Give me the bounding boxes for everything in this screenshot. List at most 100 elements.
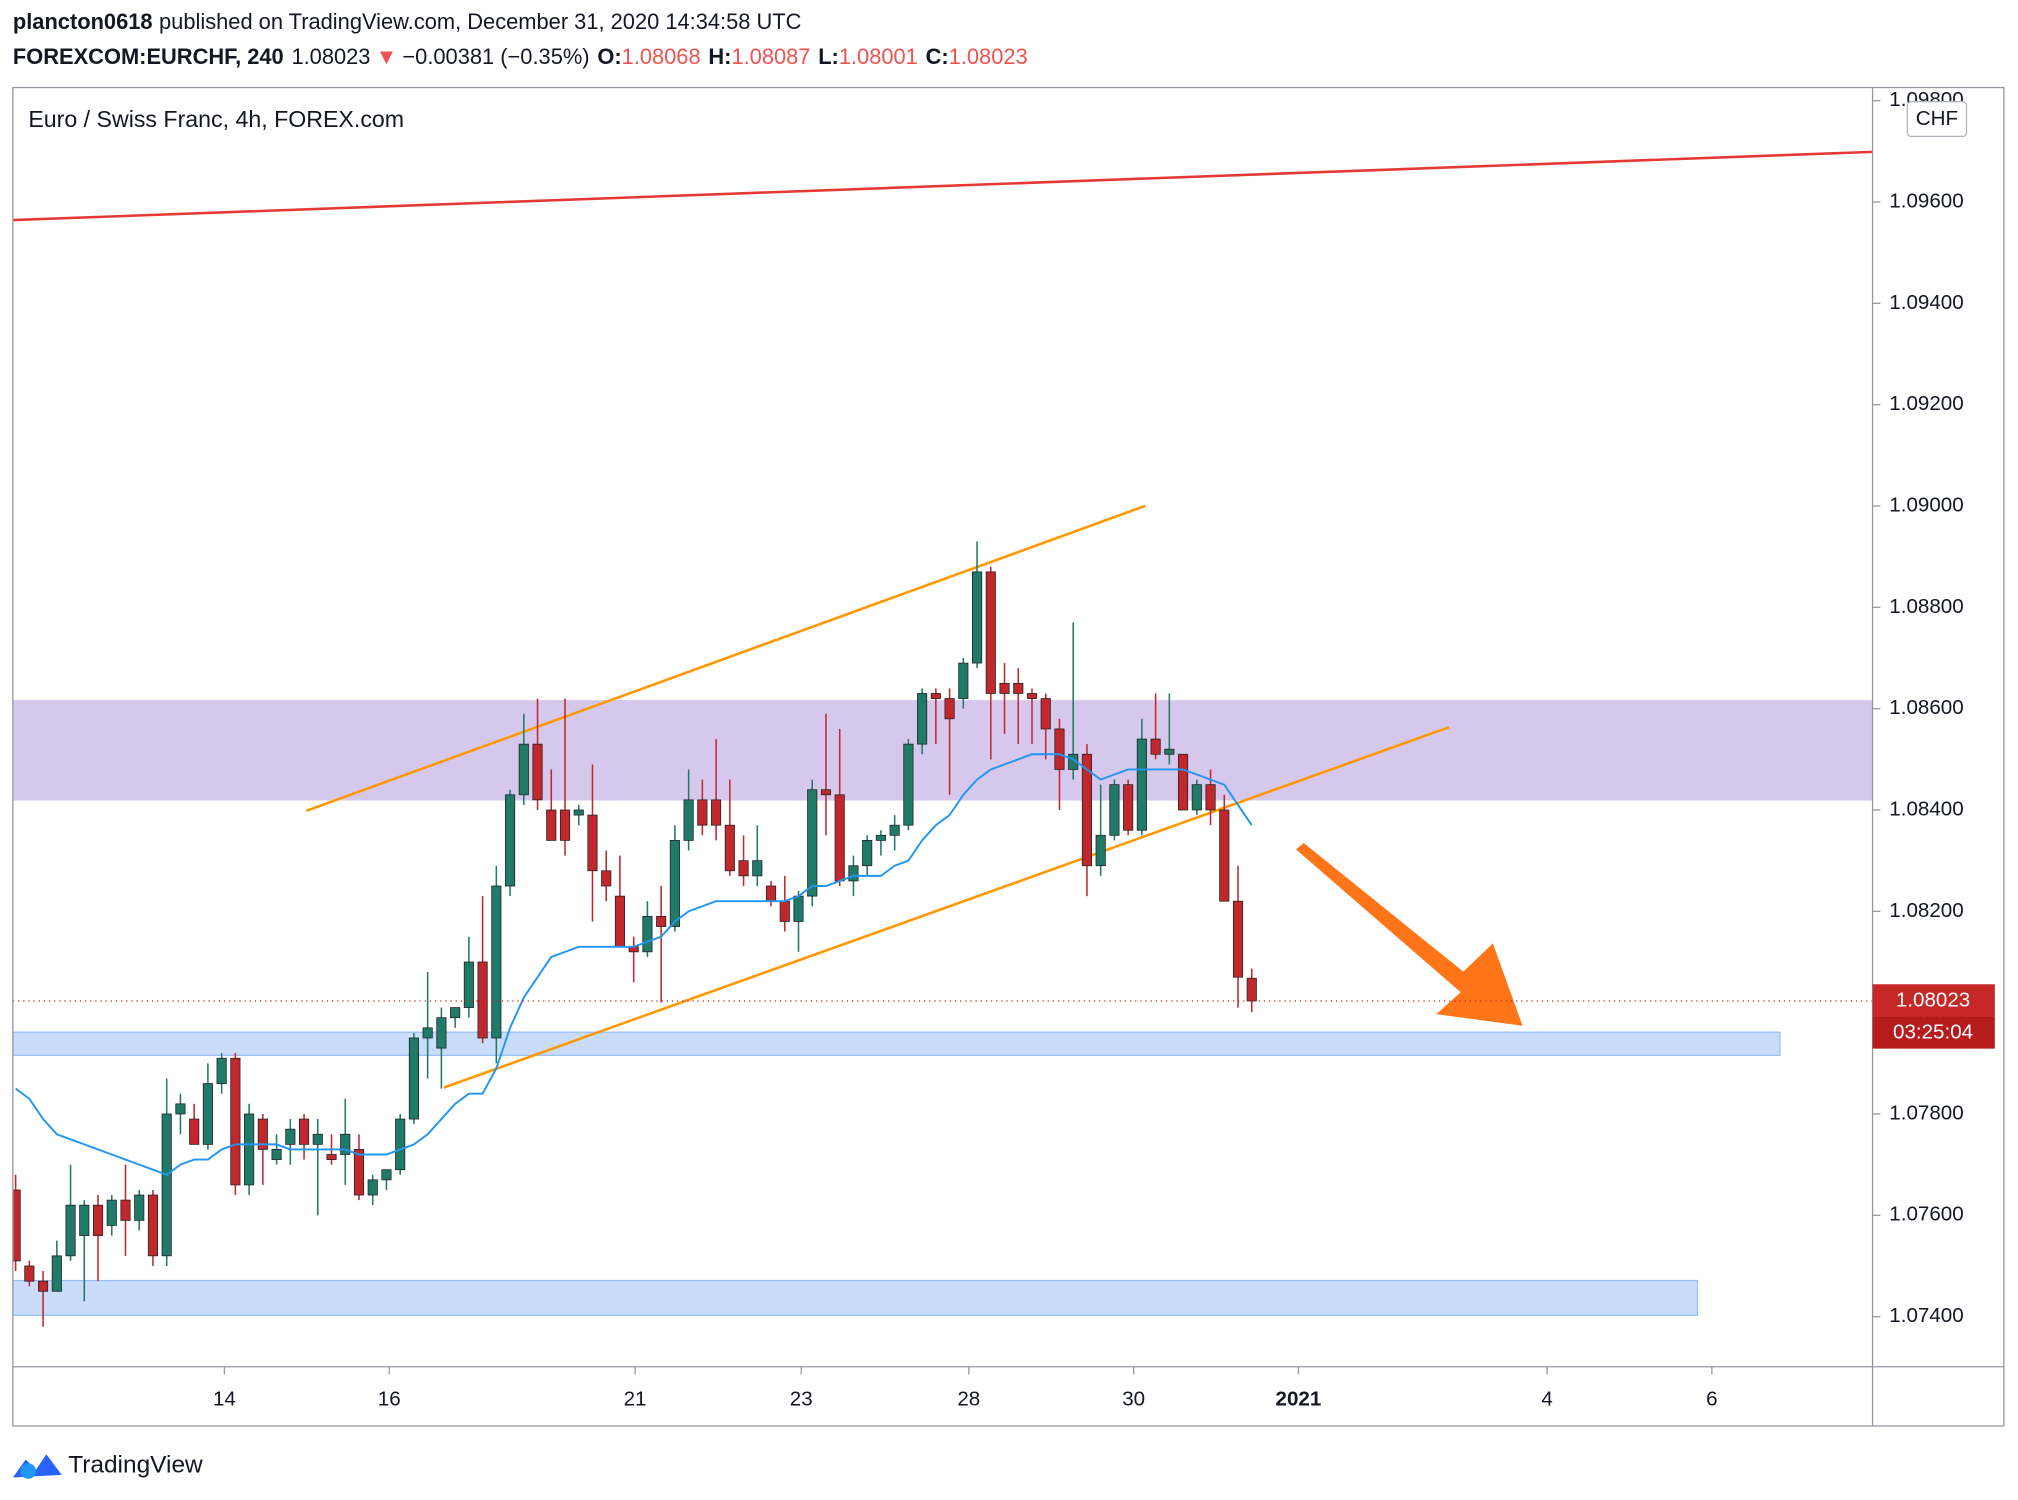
candle-body xyxy=(1219,809,1230,902)
candle-body xyxy=(12,1189,21,1262)
candle-body xyxy=(889,824,900,836)
candle-body xyxy=(1232,900,1244,978)
last-price-box xyxy=(1872,984,1995,1017)
candle-body xyxy=(38,1280,49,1292)
candle-body xyxy=(1040,698,1051,730)
countdown: 03:25:04 xyxy=(1893,1021,1973,1044)
ohlc-label: L: xyxy=(818,44,839,69)
y-tick-label: 1.09400 xyxy=(1889,291,1963,314)
candle-body xyxy=(298,1118,310,1145)
channel-line xyxy=(305,504,1146,813)
y-tick-label: 1.07600 xyxy=(1889,1203,1963,1226)
candle-body xyxy=(972,571,983,664)
ohlc-value: 1.08087 xyxy=(731,44,810,69)
plot xyxy=(12,541,1873,1327)
candle-body xyxy=(1013,682,1024,694)
x-tick-label: 6 xyxy=(1706,1388,1717,1411)
candle-body xyxy=(244,1113,255,1186)
candle-body xyxy=(1164,748,1175,755)
y-tick-label: 1.09200 xyxy=(1889,392,1963,415)
candle-body xyxy=(999,682,1010,694)
support-zone xyxy=(12,1031,1781,1056)
candle-body xyxy=(257,1118,268,1150)
candle-body xyxy=(92,1204,104,1236)
candle-body xyxy=(134,1194,145,1221)
candle-body xyxy=(106,1199,117,1226)
x-tick-label: 23 xyxy=(790,1388,813,1411)
candle-body xyxy=(669,840,680,927)
candle-body xyxy=(1191,784,1202,811)
candle-body xyxy=(1136,738,1147,831)
candle-body xyxy=(285,1128,296,1145)
y-tick-label: 1.07400 xyxy=(1889,1304,1963,1327)
last-price: 1.08023 xyxy=(291,44,370,69)
candle-body xyxy=(202,1083,213,1145)
candle-body xyxy=(51,1255,62,1292)
candle-body xyxy=(903,743,914,826)
candle-body xyxy=(944,698,955,720)
candle-body xyxy=(738,860,749,877)
frame xyxy=(12,86,2005,1427)
candle-body xyxy=(230,1057,241,1186)
change: −0.00381 (−0.35%) xyxy=(402,44,589,69)
candle-body xyxy=(807,789,818,897)
candle-body xyxy=(175,1103,186,1115)
countdown-box xyxy=(1872,1016,1995,1049)
last-price: 1.08023 xyxy=(1896,988,1970,1011)
candle-body xyxy=(834,794,845,882)
ohlc-label: H: xyxy=(708,44,731,69)
candle-body xyxy=(587,814,598,872)
candle-body xyxy=(779,900,790,922)
author: plancton0618 xyxy=(13,9,153,34)
candle-body xyxy=(24,1265,35,1282)
candle-body xyxy=(1246,977,1257,1002)
candle-body xyxy=(1109,784,1120,836)
moving-average xyxy=(15,753,1253,1176)
candle-body xyxy=(656,916,667,927)
candle-body xyxy=(120,1199,131,1221)
candle-body xyxy=(477,961,488,1039)
y-tick-label: 1.08400 xyxy=(1889,797,1963,820)
footer-logo xyxy=(12,1454,62,1479)
candle-body xyxy=(752,860,763,877)
currency-badge[interactable] xyxy=(1906,101,1968,138)
candle-body xyxy=(573,809,584,816)
candle-body xyxy=(1054,728,1065,770)
arrow: ▼ xyxy=(376,44,398,69)
candle-body xyxy=(326,1154,337,1160)
candle-body xyxy=(1095,834,1106,867)
candle-body xyxy=(1026,693,1038,699)
resistance-zone xyxy=(12,700,1873,801)
candle-body xyxy=(532,743,543,801)
candle-body xyxy=(697,799,708,826)
candle-body xyxy=(985,571,996,694)
y-tick-label: 1.08800 xyxy=(1889,595,1963,618)
published: published on TradingView.com, December 3… xyxy=(159,9,801,34)
support-zone xyxy=(12,1279,1699,1316)
candle-body xyxy=(930,693,941,699)
candle-body xyxy=(505,794,516,887)
candle-body xyxy=(518,743,529,796)
x-tick-label: 4 xyxy=(1541,1388,1552,1411)
y-tick-label: 1.09600 xyxy=(1889,189,1963,212)
chart-title: Euro / Swiss Franc, 4h, FOREX.com xyxy=(28,106,404,132)
candle-body xyxy=(1150,738,1161,755)
candle-body xyxy=(436,1017,447,1049)
candle-body xyxy=(381,1169,392,1181)
candle-body xyxy=(559,809,571,841)
y-tick-label: 1.09000 xyxy=(1889,493,1963,516)
candle-body xyxy=(271,1149,282,1160)
candle-body xyxy=(765,885,777,902)
ohlc-value: 1.08023 xyxy=(949,44,1028,69)
publish-line: plancton0618 published on TradingView.com… xyxy=(13,9,802,34)
candle-body xyxy=(463,961,474,1008)
candle-body xyxy=(1123,784,1134,831)
ohlc-value: 1.08001 xyxy=(839,44,918,69)
candle-body xyxy=(793,895,804,922)
candle-body xyxy=(367,1179,378,1196)
candle-body xyxy=(601,870,612,887)
arrow xyxy=(1295,842,1523,1026)
candle-body xyxy=(820,789,832,796)
trend-line xyxy=(12,150,1873,222)
